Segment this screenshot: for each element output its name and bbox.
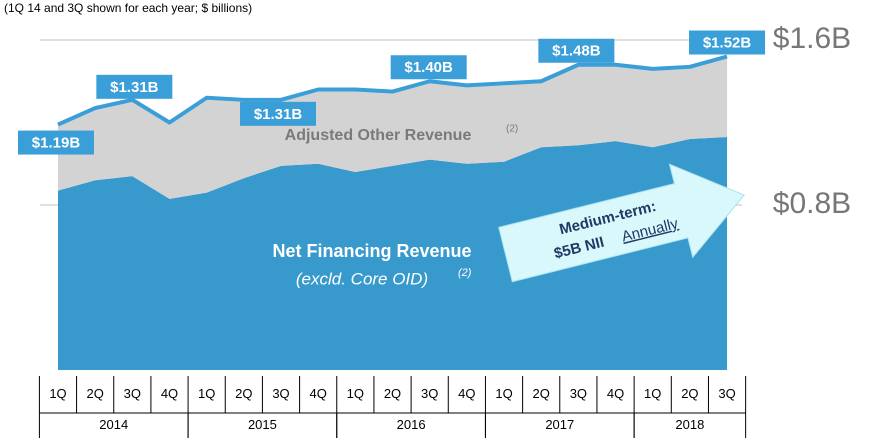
value-label-bg [17,130,94,155]
x-tick-label: 4Q [310,386,327,401]
year-label: 2016 [397,417,426,432]
x-tick-label: 3Q [272,386,289,401]
area [57,136,728,370]
x-tick-label: 1Q [347,386,364,401]
x-tick-label: 4Q [161,386,178,401]
x-tick-label: 2Q [681,386,698,401]
y-tick-label: $1.6B [773,22,851,55]
nfr-sub: (excld. Core OID) [296,269,428,288]
nfr-note: (2) [458,267,472,279]
arrow-joint [673,184,690,238]
x-tick-label: 3Q [718,386,735,401]
value-label-bg [240,101,317,126]
value-label: $1.31B [110,79,159,96]
value-label-bg [538,38,615,63]
x-tick-label: 3Q [421,386,438,401]
nfr-label: Net Financing Revenue [272,241,471,261]
other-note: (2) [506,124,518,135]
area [57,56,728,199]
line [57,54,728,127]
x-tick-label: 2Q [235,386,252,401]
arrow: Medium-term: $5B NII Annually [498,163,746,283]
x-tick-label: 4Q [607,386,624,401]
x-tick-label: 3Q [124,386,141,401]
year-label: 2014 [99,417,128,432]
x-tick-label: 3Q [570,386,587,401]
value-label: $1.52B [703,34,752,51]
x-tick-label: 2Q [533,386,550,401]
value-label-bg [390,55,467,80]
x-tick-label: 4Q [458,386,475,401]
value-label: $1.31B [254,106,303,123]
subtitle: (1Q 14 and 3Q shown for each year; $ bil… [4,1,252,15]
year-label: 2018 [675,417,704,432]
value-label: $1.19B [32,135,81,152]
x-tick-label: 1Q [198,386,215,401]
year-label: 2017 [545,417,574,432]
x-tick-label: 2Q [384,386,401,401]
x-tick-label: 1Q [49,386,66,401]
y-tick-label: $0.8B [773,187,851,220]
value-label-bg [689,30,766,55]
value-label: $1.48B [552,43,601,60]
value-label: $1.40B [404,59,453,76]
x-tick-label: 1Q [644,386,661,401]
x-tick-label: 1Q [495,386,512,401]
x-tick-label: 2Q [86,386,103,401]
other-label: Adjusted Other Revenue [285,127,472,144]
value-label-bg [96,74,173,99]
year-label: 2015 [248,417,277,432]
